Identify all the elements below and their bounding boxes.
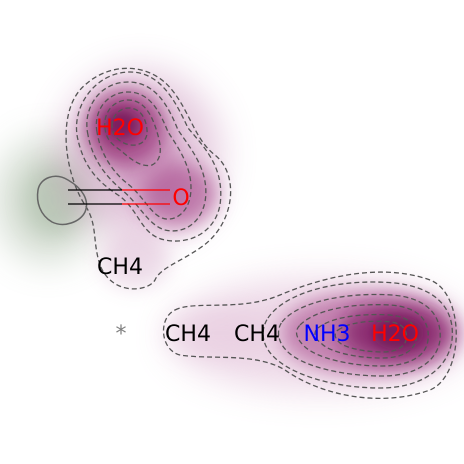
bonds bbox=[68, 189, 170, 205]
label-ch4-middle: CH4 bbox=[97, 255, 143, 280]
label-nh3: NH3 bbox=[304, 322, 351, 347]
atom-labels: H2O O CH4 * CH4 CH4 NH3 H2O bbox=[96, 116, 419, 347]
label-h2o-top: H2O bbox=[96, 116, 144, 141]
label-asterisk: * bbox=[116, 322, 127, 347]
contour-negative bbox=[36, 175, 88, 226]
contour-lines-top bbox=[65, 67, 232, 290]
label-ch4-bottom-2: CH4 bbox=[234, 322, 280, 347]
label-oxygen: O bbox=[172, 186, 189, 211]
label-ch4-bottom-1: CH4 bbox=[165, 322, 211, 347]
label-h2o-bottom: H2O bbox=[371, 322, 419, 347]
contour-lines-bottom bbox=[162, 271, 457, 400]
